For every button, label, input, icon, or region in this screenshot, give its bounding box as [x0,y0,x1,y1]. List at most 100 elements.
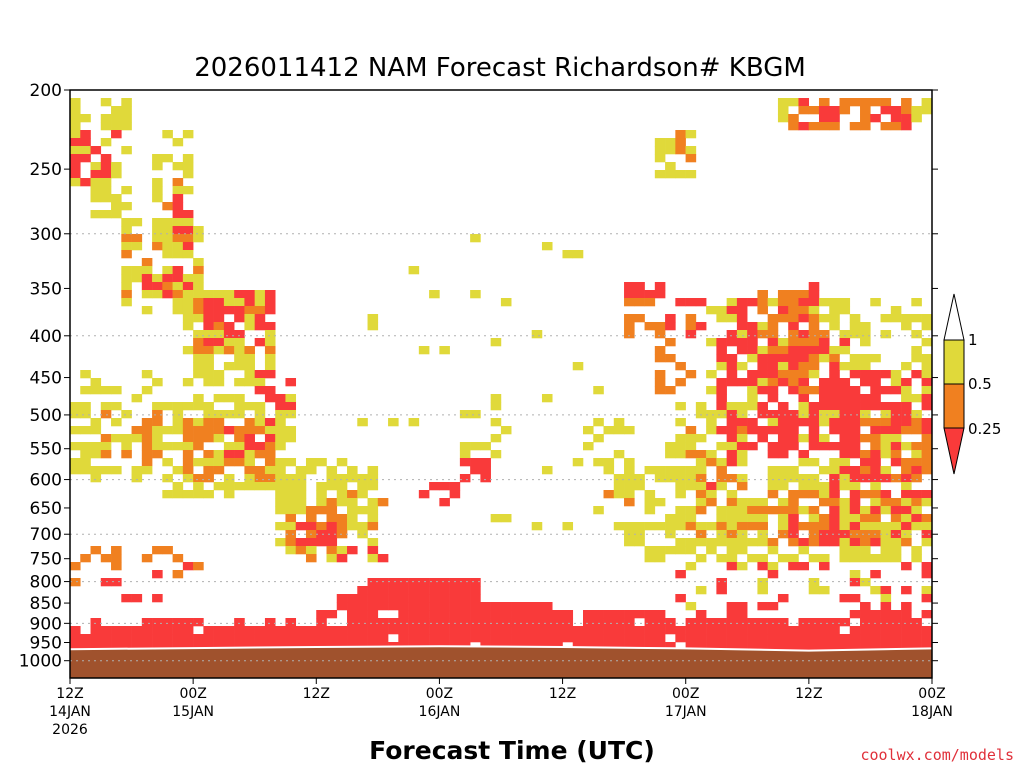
heatmap-cell-high [429,290,440,299]
heatmap-cell-low [583,642,594,651]
heatmap-cell-low [911,490,922,499]
heatmap-cell-low [141,642,153,651]
x-tick-label: 12Z [795,686,822,702]
heatmap-cell-mid [90,546,102,555]
heatmap-cell-high [839,298,851,307]
heatmap-cell-low [531,602,543,611]
heatmap-cell-low [90,170,102,179]
heatmap-cell-mid [193,562,204,571]
heatmap-cell-low [839,386,851,395]
heatmap-cell-low [172,202,184,211]
heatmap-cell-high [193,418,204,427]
heatmap-cell-high [70,114,81,123]
heatmap-cell-low [90,642,102,651]
heatmap-cell-high [213,330,225,339]
heatmap-cell-high [829,306,840,315]
heatmap-cell-high [798,474,810,483]
heatmap-cell-low [470,458,481,467]
heatmap-cell-high [141,370,153,379]
heatmap-cell-high [644,546,656,555]
heatmap-cell-high [152,154,163,163]
heatmap-cell-low [418,586,430,595]
heatmap-cell-low [70,626,81,635]
heatmap-cell-low [347,602,358,611]
heatmap-cell-low [839,442,851,451]
heatmap-cell-mid [788,298,799,307]
heatmap-cell-low [429,602,440,611]
heatmap-cell-low [429,618,440,627]
heatmap-cell-low [480,634,491,643]
heatmap-cell-low [172,194,184,203]
heatmap-cell-mid [634,298,645,307]
heatmap-cell-low [295,626,307,635]
heatmap-cell-mid [685,322,697,331]
heatmap-cell-low [849,594,861,603]
heatmap-cell-low [798,98,810,107]
heatmap-cell-low [798,626,810,635]
heatmap-cell-low [901,610,912,619]
heatmap-cell-low [706,642,717,651]
heatmap-cell-low [254,634,266,643]
heatmap-cell-low [388,602,399,611]
heatmap-cell-low [223,450,235,459]
heatmap-cell-low [818,442,830,451]
heatmap-cell-high [665,170,676,179]
heatmap-cell-mid [860,98,871,107]
heatmap-cell-low [603,618,615,627]
heatmap-cell-high [921,98,933,107]
heatmap-cell-high [90,466,102,475]
heatmap-cell-high [70,122,81,131]
heatmap-cell-mid [880,418,892,427]
heatmap-cell-mid [172,570,184,579]
heatmap-cell-mid [808,314,820,323]
heatmap-cell-low [459,618,471,627]
heatmap-cell-low [767,626,779,635]
heatmap-cell-low [849,578,861,587]
heatmap-cell-high [644,554,656,563]
heatmap-cell-low [901,378,912,387]
heatmap-cell-low [152,642,163,651]
heatmap-cell-high [254,410,266,419]
heatmap-cell-low [757,602,768,611]
heatmap-cell-low [418,610,430,619]
heatmap-cell-mid [808,490,820,499]
heatmap-cell-low [285,618,297,627]
heatmap-cell-high [193,234,204,243]
heatmap-cell-high [911,506,922,515]
heatmap-cell-mid [203,450,214,459]
heatmap-cell-high [162,490,173,499]
heatmap-cell-high [70,466,81,475]
heatmap-cell-low [880,634,892,643]
heatmap-cell-high [921,538,933,547]
heatmap-cell-high [818,314,830,323]
heatmap-cell-low [747,642,758,651]
heatmap-cell-low [839,410,851,419]
heatmap-cell-low [511,602,522,611]
heatmap-cell-low [470,626,481,635]
heatmap-cell-high [880,330,892,339]
heatmap-cell-low [880,602,892,611]
heatmap-cell-high [911,354,922,363]
heatmap-cell-high [890,370,902,379]
heatmap-cell-low [706,634,717,643]
heatmap-cell-high [675,402,686,411]
heatmap-cell-mid [654,346,666,355]
heatmap-cell-high [244,354,255,363]
heatmap-cell-high [706,490,717,499]
heatmap-cell-low [757,426,768,435]
heatmap-cell-low [213,626,225,635]
heatmap-cell-high [100,114,112,123]
heatmap-cell-low [100,578,112,587]
heatmap-cell-high [111,386,122,395]
heatmap-cell-mid [654,378,666,387]
heatmap-cell-low [757,402,768,411]
heatmap-cell-high [541,466,553,475]
heatmap-cell-low [172,626,184,635]
heatmap-cell-high [470,234,481,243]
heatmap-cell-low [264,642,276,651]
heatmap-cell-mid [808,522,820,531]
heatmap-cell-high [111,418,122,427]
heatmap-cell-high [777,514,789,523]
heatmap-cell-mid [788,370,799,379]
heatmap-cell-low [849,410,861,419]
